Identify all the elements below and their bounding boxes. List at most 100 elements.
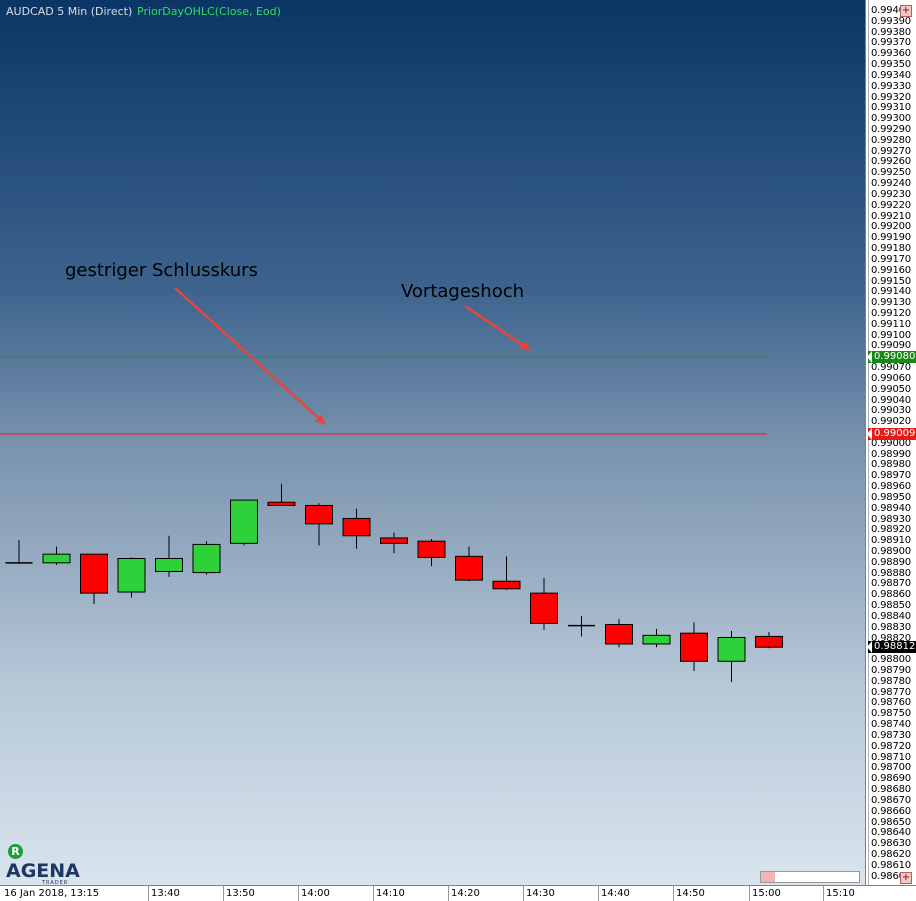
agena-trader-logo: R AGENA TRADER bbox=[6, 844, 86, 886]
candle-body bbox=[117, 557, 146, 593]
price-tick-label: 0.98930 bbox=[871, 513, 911, 525]
price-tick-label: 0.99040 bbox=[871, 394, 911, 406]
candle-1345[interactable] bbox=[230, 499, 258, 546]
price-tick-label: 0.98630 bbox=[871, 838, 911, 850]
time-tick bbox=[148, 886, 149, 901]
price-tick-label: 0.98890 bbox=[871, 556, 911, 568]
candle-1400[interactable] bbox=[342, 508, 371, 549]
candle-1405[interactable] bbox=[380, 532, 408, 554]
time-tick bbox=[223, 886, 224, 901]
candle-body bbox=[530, 592, 558, 624]
price-tick-label: 0.98950 bbox=[871, 491, 911, 503]
price-tick-label: 0.98960 bbox=[871, 481, 911, 493]
price-tick-label: 0.99370 bbox=[871, 37, 911, 49]
candle-1330[interactable] bbox=[117, 557, 146, 598]
price-tick-label: 0.99070 bbox=[871, 362, 911, 374]
candle-1455[interactable] bbox=[755, 632, 783, 649]
price-tick-label: 0.99230 bbox=[871, 188, 911, 200]
candle-body bbox=[155, 557, 183, 572]
price-tick-label: 0.99380 bbox=[871, 26, 911, 38]
price-tick-label: 0.99090 bbox=[871, 340, 911, 352]
price-tick-label: 0.99300 bbox=[871, 113, 911, 125]
price-tick-label: 0.98910 bbox=[871, 535, 911, 547]
price-tick-label: 0.98720 bbox=[871, 740, 911, 752]
time-tick-label: 16 Jan 2018, 13:15 bbox=[4, 888, 100, 899]
price-tick-label: 0.98860 bbox=[871, 589, 911, 601]
logo-subtext: TRADER bbox=[42, 880, 69, 886]
time-tick bbox=[823, 886, 824, 901]
candle-body bbox=[192, 543, 221, 574]
time-axis[interactable]: 16 Jan 2018, 13:15 13:40 13:50 14:00 14:10 14… bbox=[0, 885, 916, 901]
candle-body bbox=[230, 499, 258, 544]
candle-1430[interactable] bbox=[568, 615, 595, 637]
candle-1420[interactable] bbox=[492, 556, 521, 590]
price-tick-label: 0.98920 bbox=[871, 524, 911, 536]
price-tick-label: 0.99200 bbox=[871, 221, 911, 233]
candle-1340[interactable] bbox=[192, 541, 221, 575]
candle-body bbox=[455, 555, 483, 581]
candle-1445[interactable] bbox=[680, 622, 708, 672]
candle-1315[interactable] bbox=[5, 540, 33, 564]
price-tick-label: 0.99290 bbox=[871, 124, 911, 136]
candle-1450[interactable] bbox=[717, 630, 746, 682]
indicator-label: PriorDayOHLC(Close, Eod) bbox=[137, 5, 281, 18]
price-tick-label: 0.98750 bbox=[871, 708, 911, 720]
price-tick-label: 0.98740 bbox=[871, 719, 911, 731]
price-tick-label: 0.98650 bbox=[871, 816, 911, 828]
candle-body bbox=[42, 553, 71, 564]
candle-1320[interactable] bbox=[42, 546, 71, 565]
candle-body bbox=[267, 501, 296, 506]
chart-symbol-label: AUDCAD 5 Min (Direct) bbox=[6, 5, 133, 18]
time-tick bbox=[749, 886, 750, 901]
candle-1350[interactable] bbox=[267, 483, 296, 506]
price-tick-label: 0.99280 bbox=[871, 134, 911, 146]
price-tick-label: 0.99140 bbox=[871, 286, 911, 298]
candle-1435[interactable] bbox=[605, 619, 633, 648]
candle-1410[interactable] bbox=[417, 539, 446, 567]
price-tick-label: 0.98730 bbox=[871, 729, 911, 741]
last-price-tag: 0.98812 bbox=[867, 641, 916, 654]
chart-scrollbar[interactable] bbox=[760, 871, 860, 883]
time-tick-label: 14:10 bbox=[376, 888, 405, 899]
logo-text: AGENA bbox=[6, 860, 80, 882]
price-tick-label: 0.99100 bbox=[871, 329, 911, 341]
time-tick bbox=[523, 886, 524, 901]
candle-body bbox=[492, 580, 521, 590]
price-tick-label: 0.99240 bbox=[871, 178, 911, 190]
scrollbar-thumb[interactable] bbox=[761, 872, 775, 882]
price-tick-label: 0.99050 bbox=[871, 383, 911, 395]
candle-body bbox=[755, 635, 783, 648]
price-tick-label: 0.98710 bbox=[871, 751, 911, 763]
price-tick-label: 0.99330 bbox=[871, 80, 911, 92]
logo-badge-icon: R bbox=[8, 844, 23, 859]
candle-1335[interactable] bbox=[155, 535, 183, 577]
candle-body bbox=[417, 540, 446, 558]
candle-body bbox=[642, 634, 671, 645]
price-tick-label: 0.99030 bbox=[871, 405, 911, 417]
price-tick-label: 0.99390 bbox=[871, 15, 911, 27]
time-tick bbox=[448, 886, 449, 901]
candle-1440[interactable] bbox=[642, 628, 671, 648]
candle-body bbox=[717, 636, 746, 662]
price-tick-label: 0.98830 bbox=[871, 621, 911, 633]
price-tick-label: 0.99320 bbox=[871, 91, 911, 103]
candle-1425[interactable] bbox=[530, 577, 558, 630]
price-tick-label: 0.99210 bbox=[871, 210, 911, 222]
scale-toggle-bottom-icon[interactable]: + bbox=[900, 872, 912, 884]
price-tick-label: 0.99270 bbox=[871, 145, 911, 157]
scale-toggle-icon[interactable]: + bbox=[900, 5, 912, 17]
candle-1415[interactable] bbox=[455, 546, 483, 582]
candle-1355[interactable] bbox=[305, 503, 333, 546]
price-tick-label: 0.98840 bbox=[871, 610, 911, 622]
time-tick-label: 14:30 bbox=[526, 888, 555, 899]
price-tick-label: 0.98800 bbox=[871, 654, 911, 666]
chart-area[interactable] bbox=[0, 0, 866, 885]
candle-body bbox=[680, 632, 708, 662]
candle-body bbox=[380, 537, 408, 544]
price-axis[interactable] bbox=[866, 0, 916, 885]
price-tick-label: 0.98620 bbox=[871, 848, 911, 860]
arrow-prior-close bbox=[174, 287, 326, 425]
price-tick-label: 0.98850 bbox=[871, 600, 911, 612]
candle-1325[interactable] bbox=[80, 553, 108, 604]
